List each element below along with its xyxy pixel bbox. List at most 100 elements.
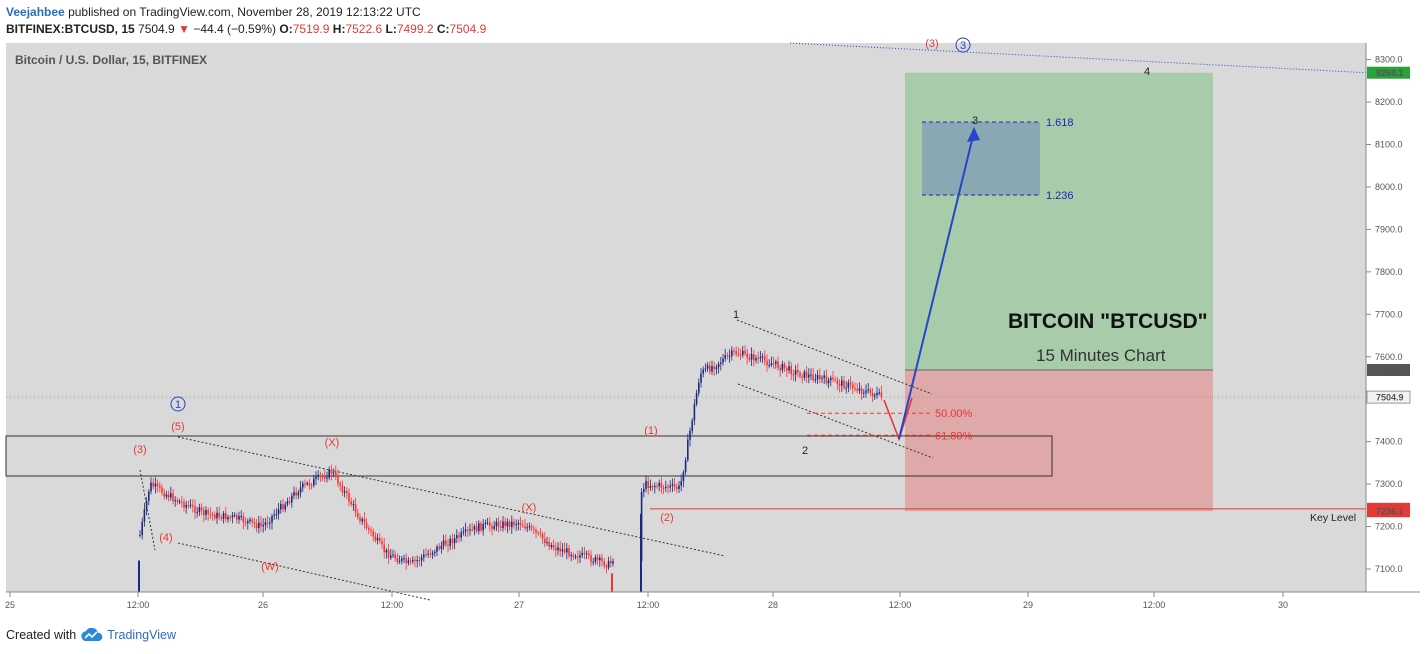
candle-body bbox=[150, 482, 152, 492]
candle-body bbox=[284, 504, 286, 510]
price-candles bbox=[138, 345, 883, 592]
candle-body bbox=[317, 474, 319, 477]
candle-body bbox=[728, 355, 731, 357]
candle-body bbox=[865, 390, 867, 393]
candle-body bbox=[418, 560, 421, 562]
candle-body bbox=[841, 380, 843, 386]
candle-body bbox=[434, 551, 436, 553]
candle-body bbox=[264, 522, 267, 526]
candle-body bbox=[170, 493, 172, 498]
candle-body bbox=[200, 507, 203, 510]
candle-body bbox=[324, 476, 326, 479]
candle-body bbox=[242, 516, 245, 523]
candle-body bbox=[405, 558, 407, 564]
candle-body bbox=[255, 523, 258, 529]
candle-body bbox=[852, 384, 854, 389]
tradingview-link[interactable]: TradingView bbox=[107, 628, 176, 642]
author-link[interactable]: Veejahbee bbox=[6, 5, 65, 19]
candle-body bbox=[612, 561, 614, 564]
candle-body bbox=[453, 538, 456, 544]
open-label: O: bbox=[279, 22, 293, 36]
candle-body bbox=[647, 481, 649, 488]
candle-body bbox=[275, 514, 278, 516]
y-tick-label: 8000.0 bbox=[1375, 182, 1403, 192]
candle-body bbox=[550, 545, 553, 547]
footer: Created with TradingView bbox=[6, 628, 176, 642]
candle-body bbox=[854, 388, 856, 390]
candle-body bbox=[517, 522, 520, 525]
y-tick-label: 7200.0 bbox=[1375, 522, 1403, 532]
candle-body bbox=[370, 529, 372, 532]
candle-body bbox=[823, 375, 825, 378]
candle-body bbox=[860, 388, 863, 394]
y-tick-label: 8100.0 bbox=[1375, 140, 1403, 150]
low-value: 7499.2 bbox=[396, 22, 434, 36]
last-price: 7504.9 bbox=[138, 22, 175, 36]
candle-body bbox=[225, 513, 227, 520]
candle-body bbox=[244, 522, 247, 524]
candle-body bbox=[409, 560, 412, 562]
candle-body bbox=[478, 523, 480, 532]
wave-label-red: (4) bbox=[159, 532, 172, 544]
price-axis[interactable]: 8300.0 8200.0 8100.0 8000.0 7900.0 7800.0 7700… bbox=[1365, 43, 1411, 592]
price-change: −44.4 (−0.59%) bbox=[193, 22, 277, 36]
price-tag-label: 7504.9 bbox=[1376, 393, 1404, 403]
candle-body bbox=[522, 524, 524, 526]
candle-body bbox=[420, 557, 423, 561]
candle-body bbox=[876, 392, 878, 396]
symbol: BITFINEX:BTCUSD, 15 bbox=[6, 22, 135, 36]
candle-body bbox=[262, 525, 264, 527]
candle-body bbox=[779, 367, 781, 371]
candle-body bbox=[770, 363, 773, 365]
candle-body bbox=[695, 393, 698, 405]
channel-line bbox=[139, 469, 156, 551]
candle-body bbox=[145, 500, 148, 510]
candle-body bbox=[306, 483, 308, 485]
candle-body bbox=[687, 439, 689, 461]
candle-body bbox=[825, 375, 828, 384]
candle-body bbox=[583, 552, 586, 554]
price-tag bbox=[1367, 66, 1410, 79]
candle-body bbox=[735, 351, 737, 355]
candle-body bbox=[603, 561, 605, 566]
price-tag-label: 8269.1 bbox=[1376, 68, 1404, 78]
candle-body bbox=[154, 483, 157, 487]
candle-body bbox=[724, 355, 726, 359]
candle-body bbox=[533, 528, 535, 530]
candle-body bbox=[720, 362, 722, 364]
chart-title: Bitcoin / U.S. Dollar, 15, BITFINEX bbox=[15, 53, 207, 67]
candle-body bbox=[416, 560, 418, 562]
candle-body bbox=[506, 521, 509, 527]
candle-body bbox=[363, 518, 366, 523]
time-axis[interactable]: 25 12:00 26 12:00 27 12:00 28 12:00 29 12:00 30 bbox=[5, 591, 1420, 610]
fib-level-label: 50.00% bbox=[935, 408, 973, 420]
candle-body bbox=[502, 521, 504, 529]
candle-body bbox=[381, 540, 383, 545]
candle-body bbox=[880, 392, 883, 398]
candle-body bbox=[821, 377, 823, 379]
candle-body bbox=[753, 354, 755, 361]
candle-body bbox=[152, 482, 154, 487]
candle-body bbox=[847, 382, 850, 388]
candle-body bbox=[148, 491, 150, 501]
x-tick-label: 30 bbox=[1278, 600, 1288, 610]
candle-body bbox=[240, 516, 242, 518]
candle-body bbox=[803, 371, 806, 378]
candle-body bbox=[238, 516, 240, 520]
candle-body bbox=[203, 509, 205, 516]
candle-body bbox=[337, 474, 339, 484]
chart-subtitle: 15 Minutes Chart bbox=[1036, 346, 1166, 365]
candle-body bbox=[216, 512, 218, 519]
annotation-overlays: 50.00% 61.80% 1.618 1.236 (3) (5) (4) (X) (W) (X)… bbox=[133, 37, 1150, 573]
candle-body bbox=[601, 557, 603, 562]
candle-body bbox=[535, 529, 537, 533]
y-tick-label: 7700.0 bbox=[1375, 309, 1403, 319]
candle-body bbox=[671, 484, 674, 486]
candle-body bbox=[563, 549, 566, 553]
candle-body bbox=[559, 547, 561, 552]
position-zones bbox=[905, 72, 1213, 512]
candle-body bbox=[313, 478, 315, 486]
key-level-label: Key Level bbox=[1310, 512, 1356, 524]
candle-body bbox=[871, 392, 874, 397]
